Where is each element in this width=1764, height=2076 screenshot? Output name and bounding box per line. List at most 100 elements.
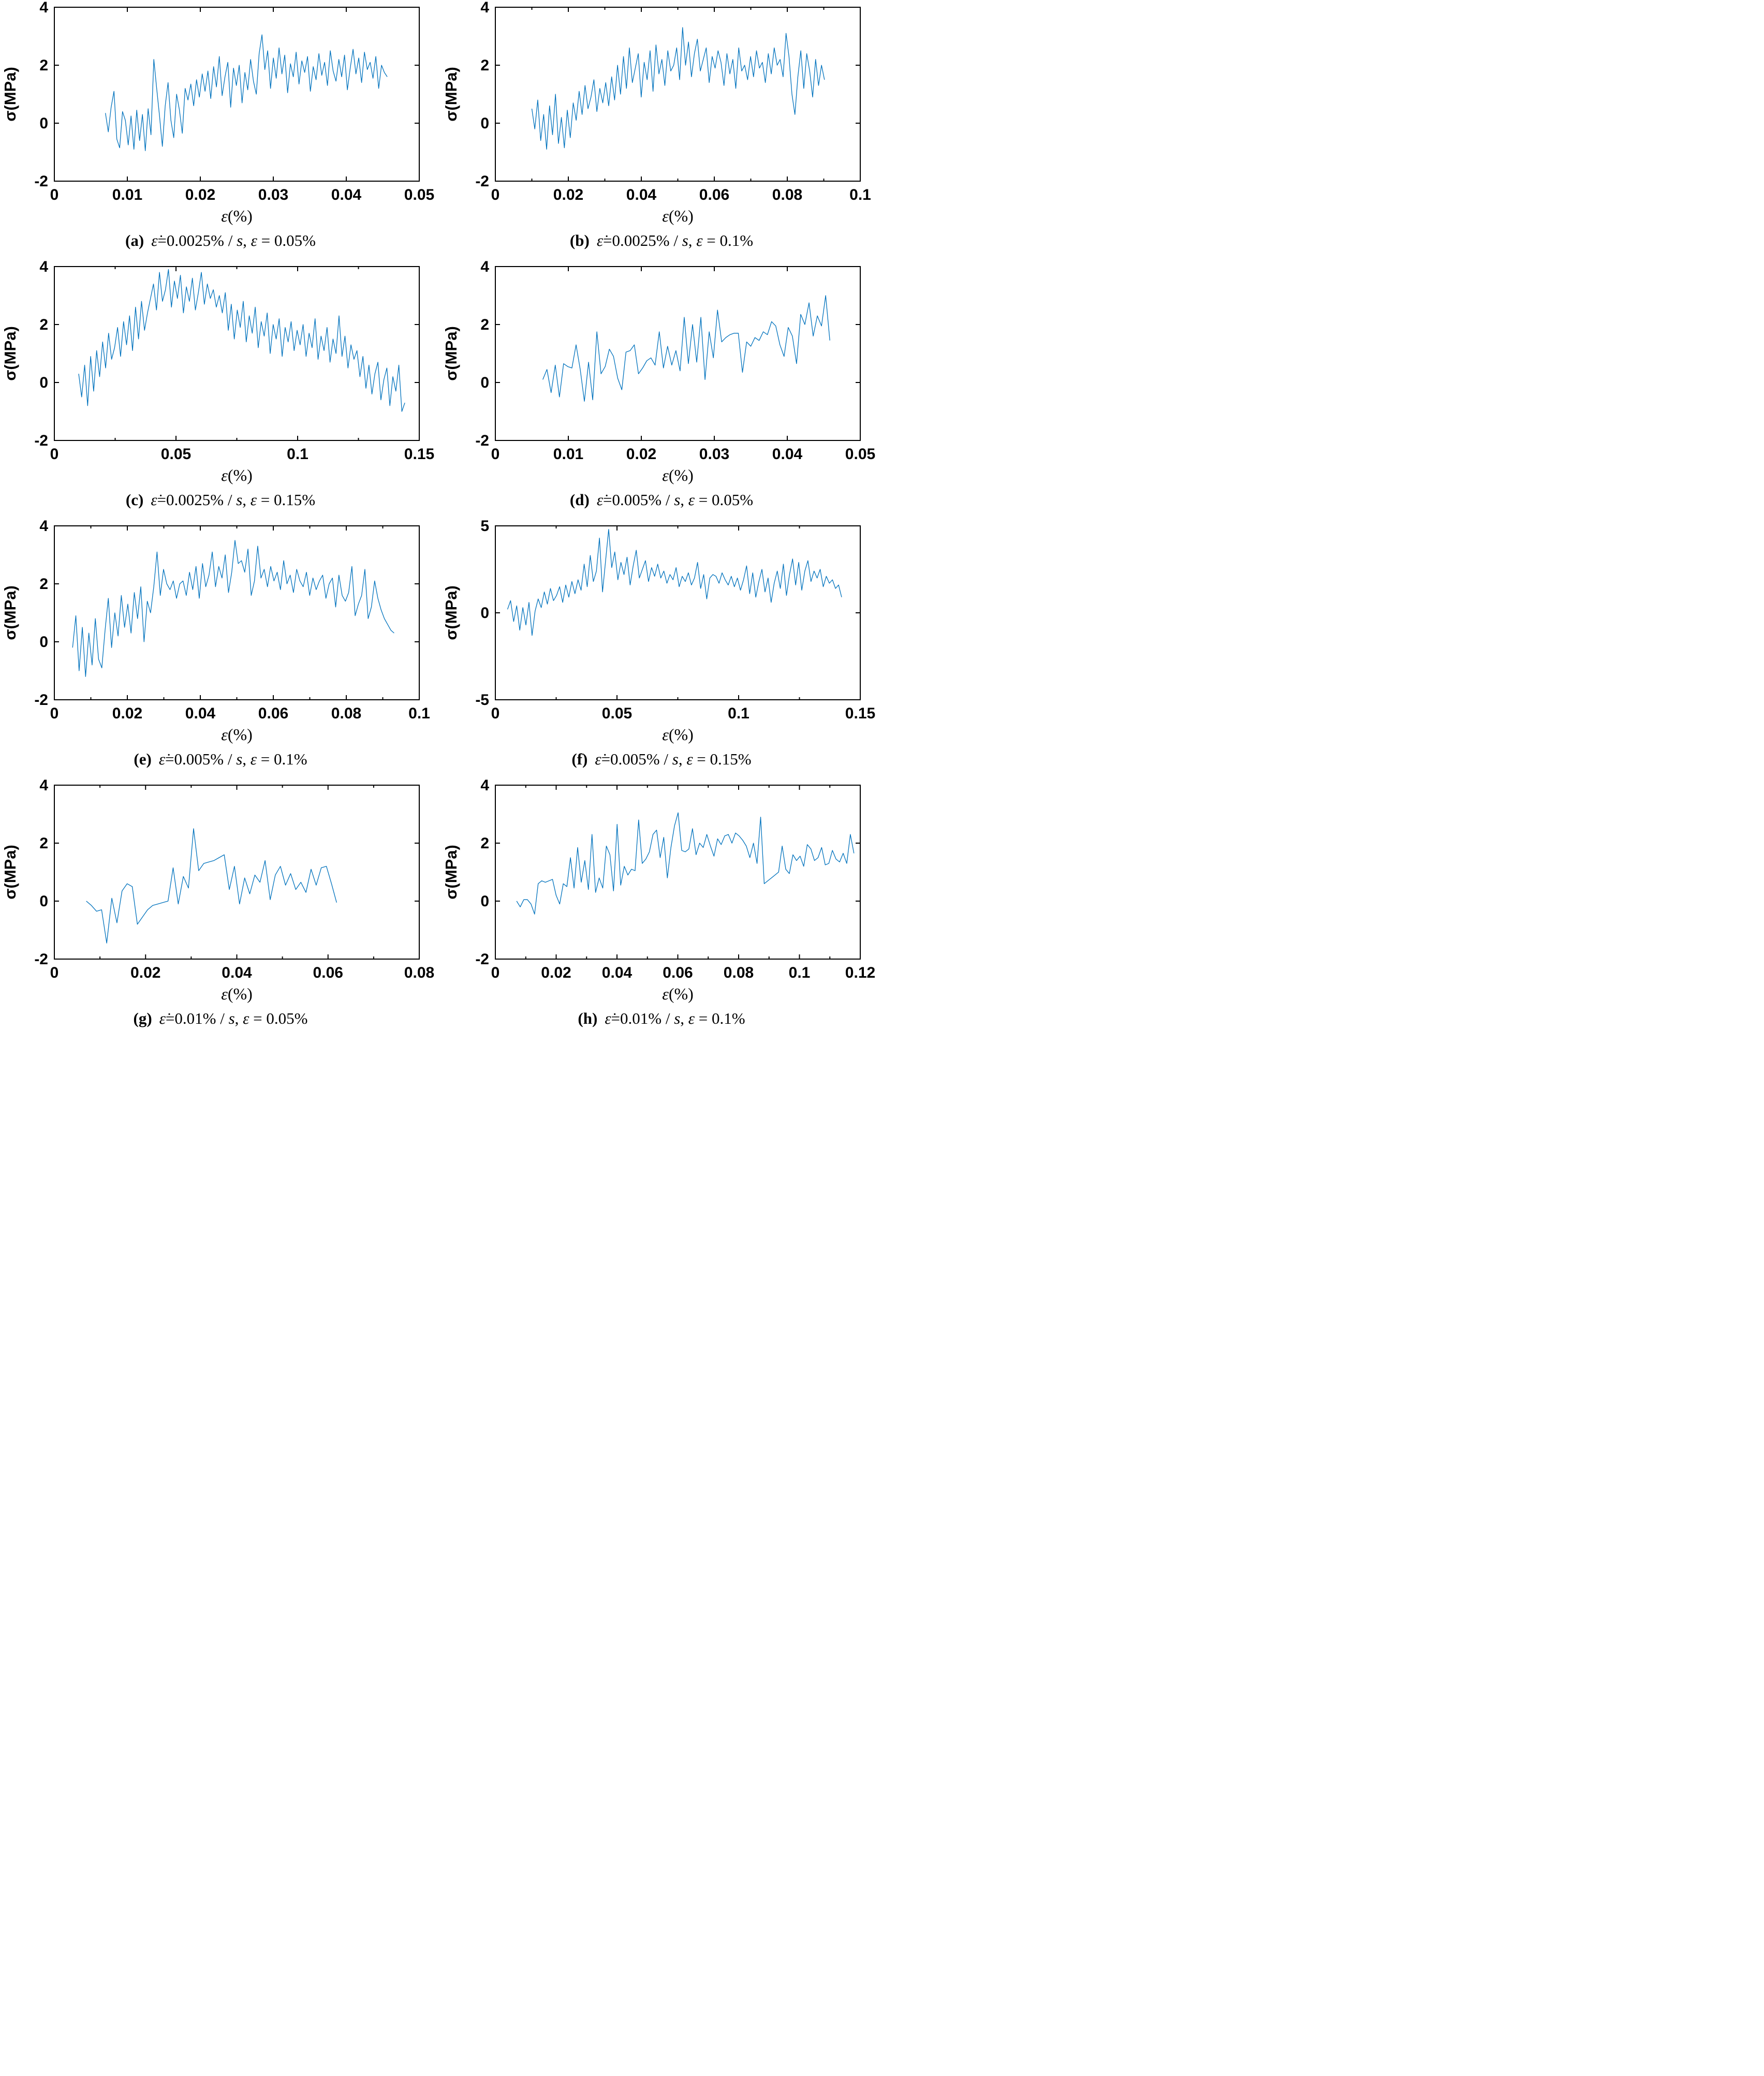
caption-b: (b) ε̇=0.0025% / s, ε = 0.1%: [441, 231, 882, 250]
y-tick-label: 4: [480, 259, 489, 275]
caption-formula-part: ,: [243, 231, 251, 249]
x-tick-label: 0.05: [161, 446, 191, 463]
tick-marks: [495, 266, 861, 441]
caption-formula-part: ε̇: [159, 1009, 166, 1027]
y-tick-label: 2: [39, 576, 48, 593]
caption-formula-part: =0.005% /: [165, 750, 237, 768]
tick-marks: [54, 7, 420, 182]
x-tick-label: 0.03: [699, 446, 729, 463]
chart-e: 0 0.02 0.04 0.06 0.08 0.1 -2 0 2 4 ε(%) σ(MPa) (e) ε̇…: [0, 519, 441, 778]
data-line: [542, 295, 830, 402]
x-tick-label: 0.06: [699, 186, 729, 203]
x-tick-label: 0.02: [553, 186, 583, 203]
y-tick-label: 4: [480, 778, 489, 794]
x-axis-label: ε(%): [221, 725, 253, 744]
x-axis-label: ε(%): [662, 984, 694, 1003]
x-tick-label: 0: [491, 446, 500, 463]
y-tick-label: 2: [39, 316, 48, 333]
caption-formula-part: ε: [686, 750, 693, 768]
x-tick-label: 0.1: [408, 705, 430, 722]
caption-c: (c) ε̇=0.0025% / s, ε = 0.15%: [0, 491, 441, 509]
caption-e: (e) ε̇=0.005% / s, ε = 0.1%: [0, 750, 441, 769]
figure-grid: 0 0.01 0.02 0.03 0.04 0.05 -2 0 2 4 ε(%) σ(MPa) (a) ε…: [0, 0, 882, 1037]
y-axis-label: σ(MPa): [442, 585, 460, 640]
y-tick-label: 2: [480, 316, 489, 333]
y-tick-label: 0: [480, 605, 489, 622]
chart-c: 0 0.05 0.1 0.15 -2 0 2 4 ε(%) σ(MPa) (c) ε̇=0.0025%…: [0, 259, 441, 519]
caption-formula-part: s: [237, 231, 243, 249]
tick-marks: [54, 525, 420, 700]
caption-formula-part: ε: [251, 231, 257, 249]
data-line: [516, 812, 855, 915]
x-tick-label: 0.15: [845, 705, 875, 722]
caption-label: (g): [133, 1009, 152, 1027]
caption-formula-part: ε̇: [605, 1009, 611, 1027]
data-line: [507, 529, 842, 636]
plot-box: [495, 785, 861, 960]
tick-marks: [495, 525, 861, 700]
x-tick-label: 0: [50, 705, 59, 722]
caption-formula-part: ,: [680, 491, 688, 509]
x-tick-label: 0.1: [849, 186, 871, 203]
x-tick-label: 0.01: [112, 186, 142, 203]
caption-label: (c): [125, 491, 144, 509]
data-line: [72, 540, 394, 677]
y-tick-label: 0: [480, 115, 489, 132]
caption-g: (g) ε̇=0.01% / s, ε = 0.05%: [0, 1009, 441, 1028]
caption-formula-part: =0.005% /: [603, 491, 674, 509]
data-line: [105, 34, 388, 151]
caption-formula-part: s: [236, 750, 243, 768]
caption-formula-part: ε: [696, 231, 703, 249]
caption-formula-part: ,: [242, 750, 251, 768]
caption-formula-part: ,: [242, 491, 251, 509]
x-axis-label: ε(%): [662, 207, 694, 225]
caption-formula-part: ,: [234, 1009, 243, 1027]
y-tick-label: 4: [39, 259, 48, 275]
plot-box: [54, 266, 420, 441]
caption-formula-part: = 0.05%: [257, 231, 316, 249]
caption-formula-part: s: [236, 491, 243, 509]
y-axis-label: σ(MPa): [442, 67, 460, 122]
chart-h: 0 0.02 0.04 0.06 0.08 0.1 0.12 -2 0 2 4 ε(%) σ(MPa)(…: [441, 778, 882, 1037]
caption-formula-part: ε̇: [151, 231, 158, 249]
y-tick-label: 0: [39, 634, 48, 651]
chart-a: 0 0.01 0.02 0.03 0.04 0.05 -2 0 2 4 ε(%) σ(MPa) (a) ε…: [0, 0, 441, 259]
y-tick-label: 2: [39, 835, 48, 852]
x-tick-label: 0: [491, 964, 500, 981]
caption-formula-part: ε: [250, 750, 257, 768]
x-tick-label: 0.01: [553, 446, 583, 463]
y-tick-label: 2: [39, 57, 48, 74]
chart-b: 0 0.02 0.04 0.06 0.08 0.1 -2 0 2 4 ε(%) σ(MPa) (b) ε̇…: [441, 0, 882, 259]
x-tick-label: 0.05: [602, 705, 632, 722]
caption-formula-part: ε: [688, 491, 695, 509]
x-tick-label: 0.02: [112, 705, 142, 722]
x-tick-label: 0.02: [185, 186, 215, 203]
caption-formula-part: =0.01% /: [165, 1009, 229, 1027]
x-tick-label: 0: [50, 186, 59, 203]
plot-box: [495, 525, 861, 700]
x-tick-label: 0.1: [728, 705, 749, 722]
caption-formula-part: s: [674, 1009, 681, 1027]
caption-label: (h): [578, 1009, 598, 1027]
y-tick-label: 0: [39, 115, 48, 132]
y-axis-label: σ(MPa): [1, 67, 19, 122]
y-tick-label: 4: [480, 0, 489, 16]
y-tick-label: -2: [475, 951, 489, 968]
x-tick-label: 0.02: [541, 964, 571, 981]
chart-g: 0 0.02 0.04 0.06 0.08 -2 0 2 4 ε(%) σ(MPa) (g) ε̇=0.…: [0, 778, 441, 1037]
caption-formula-part: = 0.1%: [257, 750, 307, 768]
caption-formula-part: = 0.05%: [695, 491, 754, 509]
caption-label: (e): [134, 750, 152, 768]
y-tick-label: -2: [34, 432, 48, 449]
x-tick-label: 0.06: [663, 964, 693, 981]
plot-box: [495, 266, 861, 441]
x-tick-label: 0.08: [724, 964, 754, 981]
y-tick-label: 4: [39, 519, 48, 535]
x-tick-label: 0.04: [772, 446, 803, 463]
plot-box: [54, 785, 420, 960]
plot-box: [495, 7, 861, 182]
caption-formula-part: s: [682, 231, 688, 249]
